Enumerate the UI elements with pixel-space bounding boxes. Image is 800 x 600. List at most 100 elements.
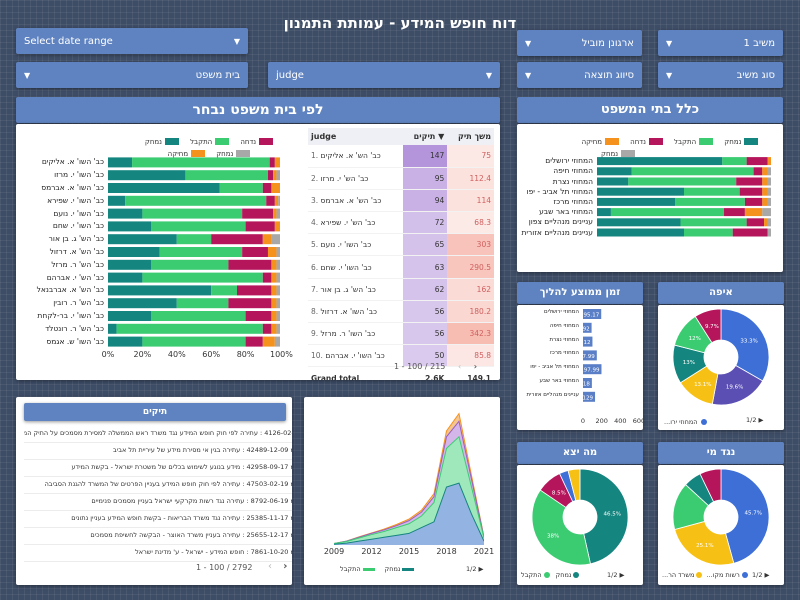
row-index: 7. xyxy=(311,284,321,294)
respondent1-select[interactable]: משיב 1 ▼ xyxy=(658,30,783,56)
where-legend: המחוזי ירו... xyxy=(664,418,707,426)
case-list-item[interactable]: ע"מ 7861-10-20 : חופש המידע - ישראל - ע'… xyxy=(24,542,292,562)
case-list-item[interactable]: ע"מ 25385-11-17 : עתירה נגד משרד הבריאות… xyxy=(24,508,292,528)
next-page-icon[interactable]: ▶ xyxy=(478,565,484,573)
col-duration-header[interactable]: משך תיק xyxy=(447,128,494,145)
bar-segment xyxy=(142,272,263,283)
table-row[interactable]: 10. כב' השו' י. אברהם 50 85.8 xyxy=(308,344,494,368)
bar-segment xyxy=(680,218,747,227)
case-list-item[interactable]: ע"מ 47503-02-19 : עתירה לפי חוק חופש המי… xyxy=(24,474,292,494)
bar xyxy=(583,322,592,333)
bar-segment xyxy=(108,336,143,347)
pie-slice xyxy=(720,468,770,564)
table-row[interactable]: 3. כב' הש' א. אברמס 94 114 xyxy=(308,189,494,213)
next-page-icon[interactable]: ▶ xyxy=(758,416,764,424)
respondent1-label: משיב 1 xyxy=(743,37,775,49)
bar-category-label: כב' השו' א. אליקים xyxy=(41,157,104,167)
legend-label: משרד הר... xyxy=(662,571,695,579)
prev-page-icon[interactable]: ‹ xyxy=(268,561,272,572)
case-list-item[interactable]: ע"מ 25655-12-17 : עתירה בעניין משרד האוצ… xyxy=(24,525,292,545)
duration-cell: 290.5 xyxy=(447,255,494,279)
bar-segment xyxy=(276,323,280,334)
table-row[interactable]: 2. כב' הש' י. מרזו 95 112.4 xyxy=(308,167,494,190)
case-count-cell: 72 xyxy=(403,211,448,235)
judge-name-cell: 6. כב' השו' י. שחם xyxy=(308,255,404,279)
legend-received: התקבל xyxy=(190,137,230,146)
case-count-cell: 65 xyxy=(403,233,448,257)
bar-segment xyxy=(151,259,229,270)
table-row[interactable]: 8. כב' השו' א. דרזול 56 180.2 xyxy=(308,300,494,324)
bar-segment xyxy=(274,336,280,347)
bar-category-label: המחוזי תל אביב - יפו xyxy=(526,186,593,196)
judge-select[interactable]: judge ▼ xyxy=(268,62,500,88)
legend-label: התקבל xyxy=(190,137,213,146)
bar-segment xyxy=(276,247,280,257)
area-series xyxy=(334,483,484,545)
bar-segment xyxy=(219,183,263,193)
table-row[interactable]: 4. כב' הש' י. שפירא 72 68.3 xyxy=(308,211,494,235)
next-page-icon[interactable]: › xyxy=(473,362,477,371)
legend-label: נדחה xyxy=(240,137,257,146)
col-judge-header[interactable]: judge xyxy=(308,128,404,145)
pie-slice xyxy=(694,308,722,344)
legend-row-2: מחיקה נמחק xyxy=(146,142,266,161)
area-series-line xyxy=(334,482,484,545)
bar-category-label: כב' השו' י. שפירא xyxy=(47,195,104,205)
case-list-item[interactable]: 4126-02-20 : עתירה לפי חוק חופש המידע נג… xyxy=(24,423,292,443)
area-series-line xyxy=(334,420,484,544)
col-count-header[interactable]: תיקים ▼ xyxy=(403,128,448,145)
date-range-select[interactable]: Select date range ▼ xyxy=(16,28,248,54)
case-list-item[interactable]: ע"מ 8792-06-19 : עתירה נגד רשות מקרקעי י… xyxy=(24,491,292,511)
organizer-select[interactable]: ארגונן מוביל ▼ xyxy=(517,30,642,56)
bar-category-label: כב' הש' י. אברהם xyxy=(46,272,104,282)
bar-segment xyxy=(271,259,277,270)
court-select[interactable]: בית משפט ▼ xyxy=(16,62,248,88)
bar-segment xyxy=(675,197,745,206)
bar-segment xyxy=(753,167,763,176)
bar-segment xyxy=(271,298,277,309)
table-row[interactable]: 7. כב' הש' ג. בן אור 62 162 xyxy=(308,278,494,301)
next-page-icon[interactable]: › xyxy=(283,561,288,572)
bar-segment xyxy=(597,208,611,217)
swatch xyxy=(215,138,230,145)
table-row[interactable]: 1. כב' הש' א. אליקים 147 75 xyxy=(308,145,494,168)
bar-segment xyxy=(276,272,280,283)
respondent-type-select[interactable]: סוג משיב ▼ xyxy=(658,62,783,88)
case-list-item[interactable]: ע"מ 42958-09-17 : מידע בנוגע לשימוש בכלי… xyxy=(24,457,292,477)
bar-category-label: המחוזי נצרת xyxy=(549,336,580,343)
timeline-legend: נמחק התקבל xyxy=(340,565,415,573)
next-page-icon[interactable]: ▶ xyxy=(619,571,625,579)
table-row[interactable]: 6. כב' השו' י. שחם 63 290.5 xyxy=(308,255,494,279)
bar-segment xyxy=(739,187,763,196)
bar-category-label: כב' הש' ר. רובין xyxy=(53,298,104,308)
timeline-area-chart xyxy=(334,412,484,545)
bar-segment xyxy=(271,272,277,283)
outcome-type-select[interactable]: סיווג תוצאה ▼ xyxy=(517,62,642,88)
bar-segment xyxy=(108,170,186,181)
prev-page-icon[interactable]: ‹ xyxy=(457,362,462,371)
judge-name: כב' השו' י. שחם xyxy=(320,262,372,272)
bar-segment xyxy=(242,208,274,219)
bar-segment xyxy=(262,323,272,334)
grand-total-duration: 149.1 xyxy=(447,366,494,380)
bar-segment xyxy=(142,336,246,347)
table-row[interactable]: 9. כב' השו' ר. מרזל 56 342.3 xyxy=(308,322,494,346)
bar-segment xyxy=(108,208,143,219)
swatch xyxy=(259,138,274,145)
pie-slice-label: 13.1% xyxy=(694,382,711,388)
judge-name: כב' השו' ר. מרזל xyxy=(320,329,376,339)
judge-name-cell: 10. כב' השו' י. אברהם xyxy=(308,344,404,368)
legend-received: התקבל xyxy=(674,138,714,146)
legend-label: נמחק xyxy=(144,137,162,146)
next-page-icon[interactable]: ▶ xyxy=(764,571,770,579)
legend-deleted: מחיקה xyxy=(582,138,620,146)
bar-segment xyxy=(597,187,684,196)
bar-data-label: 95.18 xyxy=(583,382,590,388)
judge-name: כב' השו' י. אברהם xyxy=(325,351,385,361)
bar-category-label: כב' השו' י. בר-לקחת xyxy=(37,311,104,320)
case-list-item[interactable]: ע"מ 42489-12-09 : עתירה בגין אי מסירת מי… xyxy=(24,440,292,460)
selected-court-panel: נמחק התקבל נדחה מחיקה נמחק כב' השו' א. א… xyxy=(16,124,500,380)
bar-category-label: כב' הש' א. אברבנאל xyxy=(36,285,104,295)
table-row[interactable]: 5. כב' השו' י. נועם 65 303 xyxy=(308,233,494,257)
bar-category-label: המחוזי תל אביב - יפו xyxy=(530,364,579,371)
